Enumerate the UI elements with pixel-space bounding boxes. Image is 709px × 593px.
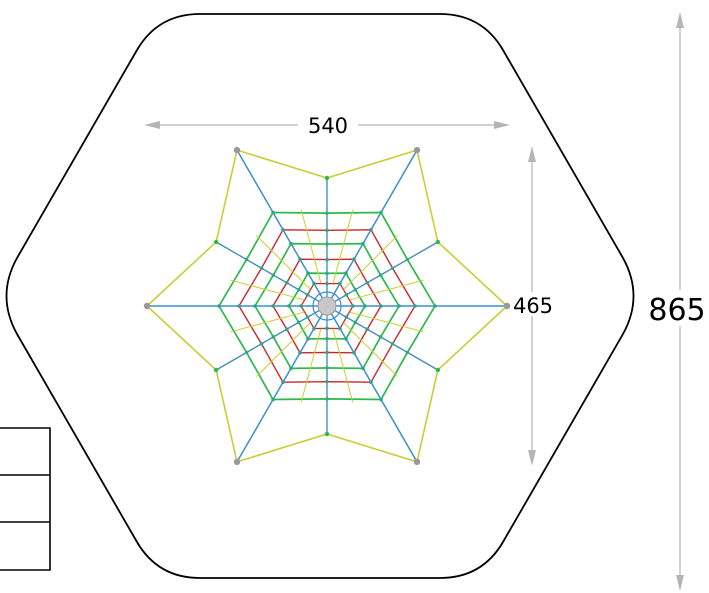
- main-spoke: [236, 149, 328, 307]
- cross-tie: [248, 322, 264, 328]
- cross-tie: [230, 279, 250, 286]
- cross-tie: [269, 352, 281, 364]
- overall-arrow-top: [676, 12, 684, 28]
- cross-tie: [301, 280, 311, 290]
- cross-tie: [291, 330, 303, 342]
- safety-zone-outline: [5, 13, 635, 579]
- main-spoke: [326, 305, 439, 371]
- anchor-point: [435, 367, 441, 373]
- cross-tie: [317, 271, 322, 284]
- cross-tie: [347, 383, 354, 403]
- cross-tie: [309, 353, 315, 371]
- cross-tie: [269, 248, 281, 260]
- anchor-point: [233, 458, 241, 466]
- cross-tie: [343, 322, 353, 332]
- anchor-point: [213, 367, 219, 373]
- cross-tie: [248, 284, 264, 290]
- cross-tie: [347, 209, 354, 229]
- cross-tie: [351, 270, 363, 282]
- cross-tie: [360, 292, 376, 298]
- info-table-fragment: [0, 427, 51, 571]
- cross-tie: [291, 270, 303, 282]
- cross-tie: [317, 328, 322, 341]
- overall-dimension-label: 865: [648, 293, 705, 328]
- main-spoke: [236, 305, 328, 463]
- cross-tie: [300, 383, 307, 403]
- anchor-point: [143, 302, 151, 310]
- cross-tie: [292, 311, 305, 316]
- cross-tie: [351, 330, 363, 342]
- cross-tie: [383, 235, 398, 250]
- cross-tie: [374, 318, 392, 324]
- cross-tie: [339, 353, 345, 371]
- cross-tie: [313, 257, 319, 273]
- cross-tie: [343, 280, 353, 290]
- main-spoke: [326, 305, 418, 463]
- cross-tie: [305, 227, 311, 243]
- cross-tie: [349, 311, 362, 316]
- cross-tie: [301, 322, 311, 332]
- cross-tie: [332, 271, 337, 284]
- cross-tie: [383, 362, 398, 377]
- cross-tie: [339, 241, 345, 259]
- anchor-point: [503, 302, 511, 310]
- central-hub-ring: [312, 291, 342, 321]
- cross-tie: [335, 339, 341, 355]
- width-dimension-label: 540: [308, 114, 348, 138]
- width-arrow-left: [144, 121, 160, 129]
- cross-tie: [335, 257, 341, 273]
- cross-tie: [360, 314, 376, 320]
- anchor-point: [213, 239, 219, 245]
- overall-arrow-bottom: [676, 575, 684, 591]
- cross-tie: [343, 227, 349, 243]
- width-dimension: 540: [144, 112, 510, 138]
- anchor-point: [435, 239, 441, 245]
- cross-tie: [230, 326, 250, 333]
- main-spoke: [326, 149, 418, 307]
- depth-arrow-bottom: [528, 450, 536, 466]
- cross-tie: [349, 296, 362, 301]
- cross-tie: [373, 248, 385, 260]
- cross-tie: [374, 288, 392, 294]
- cross-tie: [332, 328, 337, 341]
- cross-tie: [279, 340, 293, 354]
- cross-tie: [309, 241, 315, 259]
- cross-tie: [404, 326, 424, 333]
- cross-tie: [343, 369, 349, 385]
- main-spoke: [215, 305, 328, 371]
- cross-tie: [256, 362, 271, 377]
- width-arrow-right: [494, 121, 510, 129]
- cross-tie: [278, 314, 294, 320]
- main-spoke: [215, 241, 328, 307]
- cross-tie: [390, 284, 406, 290]
- depth-arrow-top: [528, 146, 536, 162]
- cross-tie: [292, 296, 305, 301]
- anchor-point: [413, 458, 421, 466]
- anchor-point: [324, 431, 330, 437]
- depth-dimension-label: 465: [513, 294, 553, 318]
- cross-tie: [361, 340, 375, 354]
- cross-tie: [278, 292, 294, 298]
- cross-tie: [313, 339, 319, 355]
- depth-dimension: 465: [510, 146, 560, 466]
- anchor-point: [413, 146, 421, 154]
- cross-tie: [300, 209, 307, 229]
- anchor-point: [324, 175, 330, 181]
- main-spoke: [326, 241, 439, 307]
- cross-tie: [279, 258, 293, 272]
- cross-tie: [361, 258, 375, 272]
- central-hub: [317, 296, 337, 316]
- cross-tie: [390, 322, 406, 328]
- overall-dimension: 865: [646, 12, 706, 591]
- cross-tie: [305, 369, 311, 385]
- spider-net: [143, 146, 511, 466]
- anchor-point: [233, 146, 241, 154]
- cross-tie: [373, 352, 385, 364]
- cross-tie: [262, 288, 280, 294]
- cross-tie: [256, 235, 271, 250]
- cross-tie: [404, 279, 424, 286]
- cross-tie: [262, 318, 280, 324]
